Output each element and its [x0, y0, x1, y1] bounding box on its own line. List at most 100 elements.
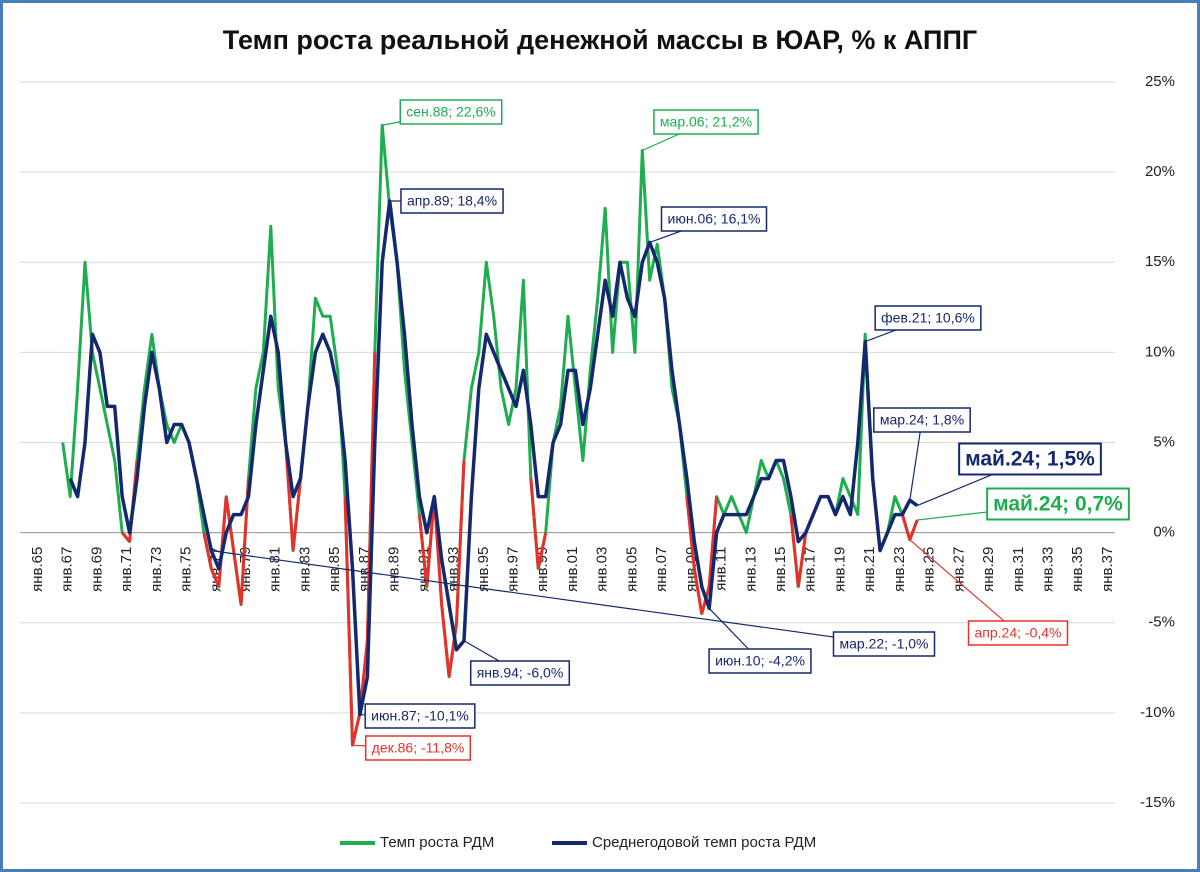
- annotation: июн.87; -10,1%: [359, 703, 476, 729]
- annotation-label: мар.06; 21,2%: [660, 114, 752, 130]
- annotation-label: июн.10; -4,2%: [715, 653, 805, 669]
- chart-title: Темп роста реальной денежной массы в ЮАР…: [223, 25, 977, 55]
- negative-segment: [217, 496, 228, 587]
- annotation-box: [399, 99, 503, 125]
- annotation: дек.86; -11,8%: [352, 735, 472, 761]
- annotation-label: мар.22; -1,0%: [839, 636, 928, 652]
- annotation-box: [708, 648, 812, 674]
- x-tick-label: янв.71: [118, 547, 135, 592]
- annotation: июн.06; 16,1%: [649, 206, 768, 243]
- annotation-label: апр.89; 18,4%: [407, 193, 497, 209]
- negative-segment: [685, 496, 696, 569]
- x-tick-label: янв.05: [623, 547, 640, 592]
- negative-segment: [789, 514, 800, 587]
- negative-segment: [529, 478, 540, 569]
- negative-segment: [202, 532, 213, 569]
- annotation-box: [958, 442, 1102, 476]
- y-tick-label: 25%: [1145, 73, 1175, 90]
- x-tick-label: янв.03: [594, 547, 611, 592]
- x-tick-label: янв.35: [1069, 547, 1086, 592]
- negative-segment: [232, 550, 243, 605]
- annotation-box: [653, 109, 759, 135]
- annotation: фев.21; 10,6%: [865, 305, 982, 343]
- x-tick-label: янв.13: [742, 547, 759, 592]
- x-tick-label: янв.27: [950, 547, 967, 592]
- x-tick-label: янв.29: [980, 547, 997, 592]
- x-tick-label: янв.65: [29, 547, 46, 592]
- annotation-leader: [211, 550, 885, 645]
- annotation: май.24; 1,5%: [917, 442, 1102, 507]
- negative-segment: [692, 568, 704, 614]
- x-tick-label: янв.01: [564, 547, 581, 592]
- y-tick-label: -15%: [1140, 794, 1175, 811]
- y-tick-label: 15%: [1145, 253, 1175, 270]
- x-tick-label: янв.75: [178, 547, 195, 592]
- annotation-box: [364, 735, 472, 761]
- annotation-label: мар.24; 1,8%: [880, 412, 964, 428]
- x-tick-label: янв.23: [891, 547, 908, 592]
- x-tick-label: янв.33: [1040, 547, 1057, 592]
- x-tick-label: янв.69: [88, 547, 105, 592]
- y-tick-label: 5%: [1153, 433, 1175, 450]
- x-tick-label: янв.31: [1010, 547, 1027, 592]
- annotation-label: май.24; 0,7%: [993, 493, 1123, 516]
- annotation-box: [364, 703, 476, 729]
- x-tick-label: янв.81: [267, 547, 284, 592]
- x-tick-label: янв.95: [475, 547, 492, 592]
- x-tick-label: янв.11: [713, 547, 730, 591]
- negative-segment: [900, 514, 912, 541]
- annotation-box: [660, 206, 768, 232]
- x-tick-label: янв.07: [653, 547, 670, 592]
- annotation: янв.94; -6,0%: [463, 640, 571, 686]
- annotation: мар.06; 21,2%: [642, 109, 759, 152]
- y-tick-label: 20%: [1145, 163, 1175, 180]
- x-tick-label: янв.15: [772, 547, 789, 592]
- x-tick-label: янв.85: [326, 547, 343, 592]
- negative-segment: [343, 496, 355, 746]
- annotation-label: апр.24; -0,4%: [975, 625, 1062, 641]
- x-tick-label: янв.37: [1099, 547, 1116, 592]
- annotation: июн.10; -4,2%: [708, 607, 812, 674]
- annotation-box: [874, 305, 982, 331]
- annotation-box: [832, 631, 936, 657]
- annotation-label: май.24; 1,5%: [965, 448, 1095, 471]
- y-tick-label: -5%: [1148, 614, 1175, 631]
- y-tick-label: 0%: [1153, 524, 1175, 541]
- negative-segment: [908, 519, 919, 541]
- legend-label: Темп роста РДМ: [380, 834, 494, 851]
- negative-segment: [417, 514, 429, 587]
- annotation-label: июн.87; -10,1%: [371, 708, 469, 724]
- negative-segment: [440, 604, 451, 677]
- negative-segment: [707, 496, 719, 587]
- annotation-leader: [909, 419, 923, 501]
- x-tick-label: янв.89: [386, 547, 403, 592]
- negative-segment: [536, 532, 548, 569]
- annotation-label: июн.06; 16,1%: [668, 211, 761, 227]
- negative-segment: [291, 478, 302, 551]
- x-tick-label: янв.19: [831, 547, 848, 592]
- annotation: мар.24; 1,8%: [873, 407, 971, 501]
- annotation-box: [873, 407, 971, 433]
- x-tick-label: янв.67: [59, 547, 76, 592]
- annotation: май.24; 0,7%: [917, 487, 1130, 521]
- annotation: мар.22; -1,0%: [211, 550, 936, 657]
- annotation-label: янв.94; -6,0%: [477, 665, 564, 681]
- annotation-box: [967, 620, 1069, 646]
- x-tick-label: янв.17: [802, 547, 819, 592]
- legend-label: Среднегодовой темп роста РДМ: [592, 834, 816, 851]
- annotation-box: [986, 487, 1130, 521]
- x-tick-label: янв.25: [921, 547, 938, 592]
- y-tick-label: 10%: [1145, 343, 1175, 360]
- negative-segment: [351, 712, 362, 746]
- x-tick-label: янв.97: [505, 547, 522, 592]
- annotation-label: дек.86; -11,8%: [372, 740, 465, 756]
- annotation-leader: [909, 539, 1019, 634]
- annotation: апр.89; 18,4%: [389, 188, 504, 214]
- annotation-box: [400, 188, 504, 214]
- negative-segment: [796, 532, 808, 587]
- y-tick-label: -10%: [1140, 704, 1175, 721]
- annotation-label: сен.88; 22,6%: [406, 104, 495, 120]
- annotation-box: [469, 660, 571, 686]
